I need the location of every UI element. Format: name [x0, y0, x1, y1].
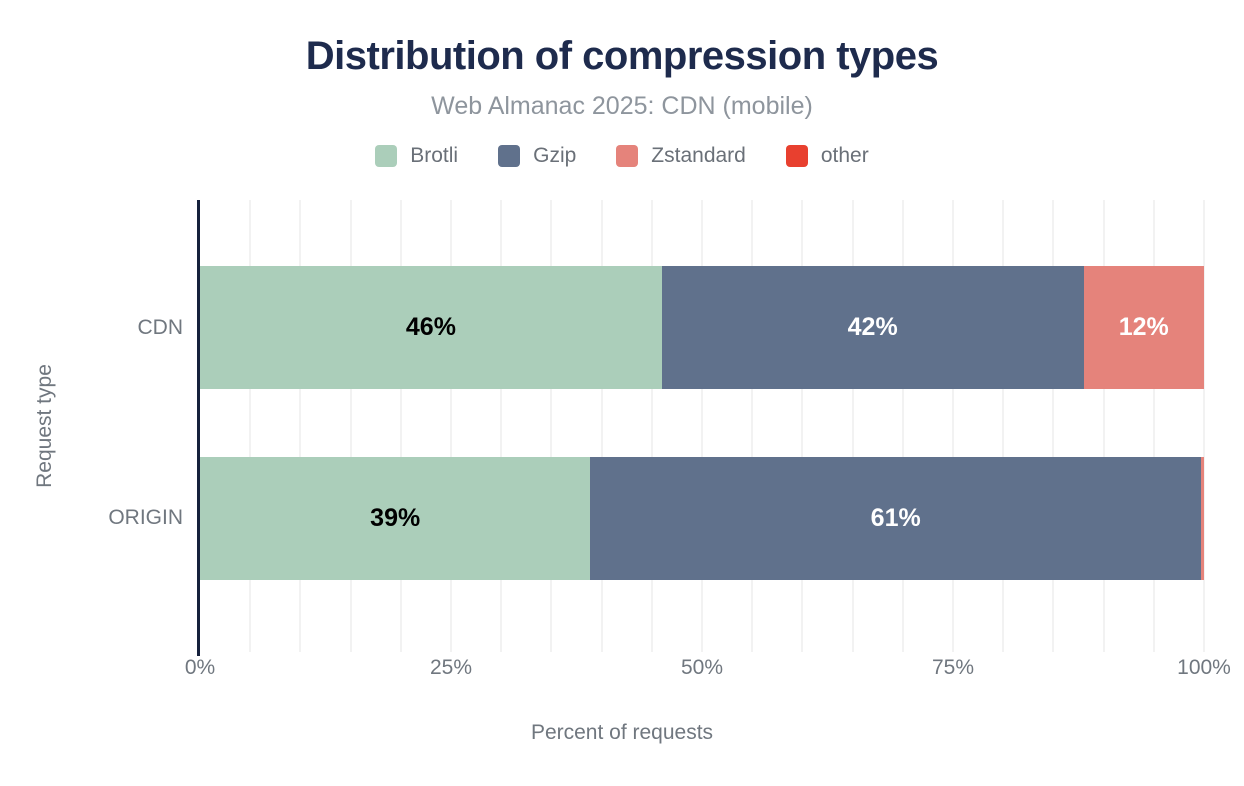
gridline-5	[249, 200, 252, 652]
gridline-80	[1002, 200, 1005, 652]
legend-swatch-gzip	[498, 145, 521, 167]
bar-segment-cdn-zstandard[interactable]: 12%	[1083, 266, 1204, 389]
gridline-35	[550, 200, 553, 652]
category-label-cdn: CDN	[137, 316, 184, 339]
gridline-20	[399, 200, 402, 652]
bar-value-label: 12%	[1118, 313, 1169, 341]
gridline-70	[901, 200, 904, 652]
gridline-75	[952, 200, 954, 652]
gridline-95	[1152, 200, 1155, 652]
legend-label-brotli: Brotli	[410, 144, 459, 167]
gridline-15	[349, 200, 352, 652]
y-axis-title: Request type	[33, 364, 56, 488]
x-tick-100: 100%	[1177, 656, 1231, 679]
legend-swatch-other	[785, 145, 808, 167]
bar-row-origin: 39% 61%	[200, 457, 1204, 580]
bar-segment-cdn-brotli[interactable]: 46%	[200, 266, 662, 389]
bar-value-label: 61%	[870, 504, 921, 532]
gridline-85	[1052, 200, 1055, 652]
bar-row-cdn: 46% 42% 12%	[200, 266, 1204, 389]
gridline-10	[299, 200, 302, 652]
gridline-50	[701, 200, 703, 652]
legend-label-zstandard: Zstandard	[651, 144, 746, 167]
gridline-40	[600, 200, 603, 652]
bar-value-label: 46%	[405, 313, 456, 341]
legend-item-other[interactable]: other	[785, 144, 869, 168]
bar-segment-origin-brotli[interactable]: 39%	[200, 457, 591, 580]
legend-label-gzip: Gzip	[533, 144, 577, 167]
x-tick-0: 0%	[184, 656, 216, 679]
gridline-90	[1102, 200, 1105, 652]
chart-title: Distribution of compression types	[305, 34, 939, 78]
gridline-65	[851, 200, 854, 652]
legend-item-gzip[interactable]: Gzip	[498, 144, 576, 168]
gridline-25	[450, 200, 452, 652]
bar-segment-origin-zstandard[interactable]	[1201, 457, 1204, 580]
legend-item-brotli[interactable]: Brotli	[375, 144, 458, 168]
gridline-45	[650, 200, 653, 652]
x-tick-25: 25%	[429, 656, 473, 679]
gridline-55	[751, 200, 754, 652]
y-axis-line	[197, 200, 200, 656]
bar-segment-origin-gzip[interactable]: 61%	[590, 457, 1202, 580]
x-axis-ticks: 0% 25% 50% 75% 100%	[185, 656, 1231, 682]
legend-label-other: other	[820, 144, 869, 167]
legend-item-zstandard[interactable]: Zstandard	[616, 144, 746, 168]
x-tick-75: 75%	[931, 656, 975, 679]
chart-subtitle: Web Almanac 2025: CDN (mobile)	[431, 92, 813, 120]
x-tick-50: 50%	[680, 656, 724, 679]
plot-area: 46% 42% 12% 39% 61%	[200, 200, 1205, 652]
x-axis-title: Percent of requests	[530, 721, 714, 744]
bar-segment-cdn-gzip[interactable]: 42%	[661, 266, 1084, 389]
bar-value-label: 42%	[847, 313, 898, 341]
legend-swatch-brotli	[375, 145, 398, 167]
gridline-100	[1203, 200, 1205, 652]
gridline-30	[500, 200, 503, 652]
legend: Brotli Gzip Zstandard other	[0, 144, 1244, 168]
legend-swatch-zstandard	[616, 145, 639, 167]
bar-value-label: 39%	[370, 504, 421, 532]
category-label-origin: ORIGIN	[108, 506, 183, 529]
gridline-60	[801, 200, 804, 652]
